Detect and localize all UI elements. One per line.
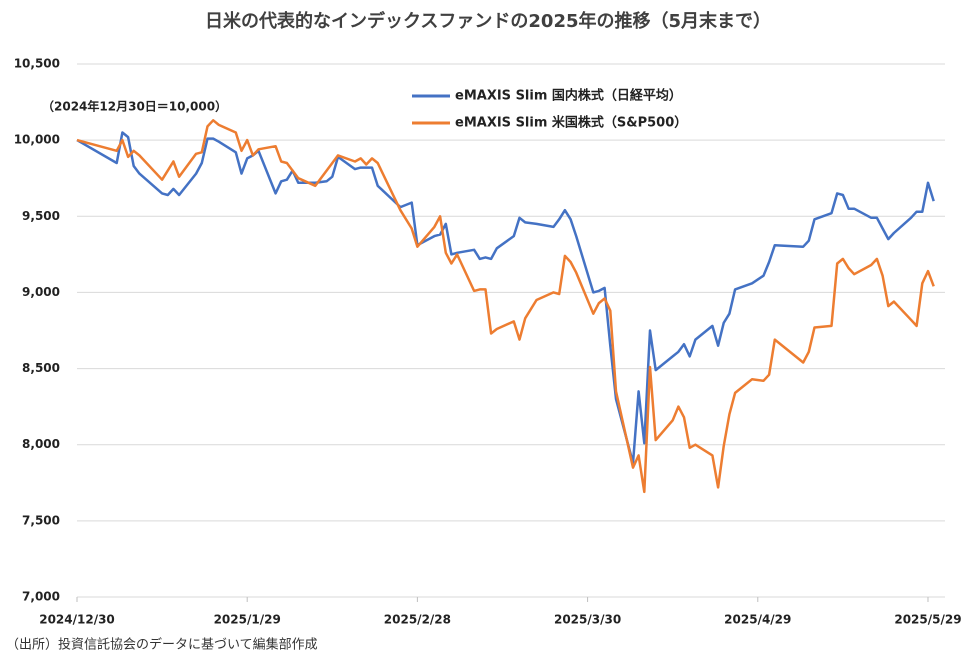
y-tick-label: 9,500	[22, 209, 60, 223]
legend-label: eMAXIS Slim 米国株式（S&P500）	[455, 115, 687, 131]
y-tick-label: 7,000	[22, 590, 60, 604]
y-tick-label: 7,500	[22, 513, 60, 527]
source-note: （出所）投資信託協会のデータに基づいて編集部作成	[6, 637, 318, 653]
annotation: （2024年12月30日＝10,000）	[42, 99, 227, 114]
series-line	[76, 119, 935, 494]
x-tick-label: 2025/4/29	[724, 613, 791, 627]
y-tick-label: 8,500	[22, 361, 60, 375]
legend-label: eMAXIS Slim 国内株式（日経平均）	[455, 88, 682, 104]
x-tick-label: 2025/3/30	[554, 613, 621, 627]
chart-title: 日米の代表的なインデックスファンドの2025年の推移（5月末まで）	[205, 10, 771, 32]
y-tick-label: 10,000	[14, 133, 60, 147]
x-tick-label: 2025/5/29	[894, 613, 961, 627]
y-tick-label: 10,500	[14, 57, 60, 71]
x-tick-label: 2024/12/30	[39, 613, 115, 627]
y-tick-label: 9,000	[22, 285, 60, 299]
x-tick-label: 2025/1/29	[214, 613, 281, 627]
y-tick-label: 8,000	[22, 437, 60, 451]
series-line	[76, 131, 935, 465]
x-tick-label: 2025/2/28	[384, 613, 451, 627]
